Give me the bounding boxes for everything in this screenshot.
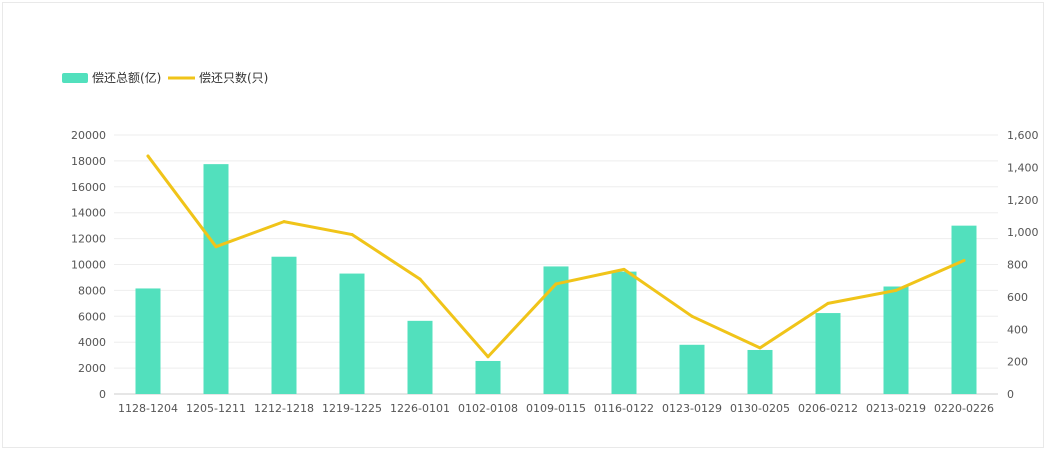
line-point[interactable] bbox=[214, 245, 218, 249]
x-tick-label: 0123-0129 bbox=[662, 402, 722, 415]
y-right-tick-label: 400 bbox=[1007, 323, 1028, 336]
x-tick-label: 0206-0212 bbox=[798, 402, 858, 415]
bar[interactable] bbox=[611, 271, 637, 394]
bar[interactable] bbox=[951, 225, 977, 394]
line-point[interactable] bbox=[962, 258, 966, 262]
y-right-tick-label: 600 bbox=[1007, 291, 1028, 304]
x-axis: 1128-1204 1205-1211 1212-1218 1219-1225 1226… bbox=[118, 402, 994, 415]
y-right-tick-label: 0 bbox=[1007, 388, 1014, 401]
y-right-tick-label: 1,000 bbox=[1007, 226, 1039, 239]
x-tick-label: 0116-0122 bbox=[594, 402, 654, 415]
line-point[interactable] bbox=[894, 288, 898, 292]
bar[interactable] bbox=[815, 313, 841, 394]
x-tick-label: 1205-1211 bbox=[186, 402, 246, 415]
x-tick-label: 0102-0108 bbox=[458, 402, 518, 415]
line-point[interactable] bbox=[622, 267, 626, 271]
y-left-tick-label: 6000 bbox=[78, 310, 106, 323]
legend-label-bar[interactable]: 偿还总额(亿) bbox=[92, 70, 161, 85]
x-tick-label: 1212-1218 bbox=[254, 402, 314, 415]
y-left-tick-label: 10000 bbox=[71, 259, 106, 272]
y-left-tick-label: 14000 bbox=[71, 207, 106, 220]
bar[interactable] bbox=[203, 164, 229, 394]
bar[interactable] bbox=[543, 266, 569, 394]
legend-swatch-bar[interactable] bbox=[62, 73, 88, 83]
bar[interactable] bbox=[135, 288, 161, 394]
x-tick-label: 0213-0219 bbox=[866, 402, 926, 415]
bar[interactable] bbox=[475, 360, 501, 394]
line-point[interactable] bbox=[826, 301, 830, 305]
y-right-tick-label: 1,400 bbox=[1007, 161, 1039, 174]
y-left-tick-label: 8000 bbox=[78, 284, 106, 297]
line-point[interactable] bbox=[554, 282, 558, 286]
y-right-axis: 0 200 400 600 800 1,000 1,200 1,400 1,600 bbox=[1007, 129, 1039, 401]
y-left-tick-label: 0 bbox=[99, 388, 106, 401]
bars bbox=[135, 164, 977, 394]
line-series bbox=[146, 154, 966, 359]
gridlines bbox=[114, 134, 998, 395]
x-tick-label: 1226-0101 bbox=[390, 402, 450, 415]
y-right-tick-label: 1,600 bbox=[1007, 129, 1039, 142]
line-point[interactable] bbox=[690, 314, 694, 318]
y-left-tick-label: 16000 bbox=[71, 181, 106, 194]
line-point[interactable] bbox=[146, 154, 150, 158]
x-tick-label: 0130-0205 bbox=[730, 402, 790, 415]
y-left-axis: 0 2000 4000 6000 8000 10000 12000 14000 16000 180… bbox=[71, 129, 106, 401]
line-point[interactable] bbox=[350, 233, 354, 237]
bar[interactable] bbox=[679, 344, 705, 394]
x-tick-label: 1128-1204 bbox=[118, 402, 178, 415]
x-tick-label: 1219-1225 bbox=[322, 402, 382, 415]
y-left-tick-label: 2000 bbox=[78, 362, 106, 375]
line-point[interactable] bbox=[282, 220, 286, 224]
x-tick-label: 0220-0226 bbox=[934, 402, 994, 415]
y-left-tick-label: 12000 bbox=[71, 233, 106, 246]
y-right-tick-label: 1,200 bbox=[1007, 194, 1039, 207]
legend: 偿还总额(亿) 偿还只数(只) bbox=[62, 70, 268, 85]
bar[interactable] bbox=[271, 256, 297, 394]
y-right-tick-label: 800 bbox=[1007, 259, 1028, 272]
bar[interactable] bbox=[339, 273, 365, 394]
bar[interactable] bbox=[407, 320, 433, 394]
line-point[interactable] bbox=[486, 355, 490, 359]
legend-label-line[interactable]: 偿还只数(只) bbox=[199, 70, 268, 85]
y-left-tick-label: 4000 bbox=[78, 336, 106, 349]
line-point[interactable] bbox=[418, 277, 422, 281]
bar[interactable] bbox=[883, 286, 909, 394]
bar[interactable] bbox=[747, 349, 773, 394]
y-left-tick-label: 18000 bbox=[71, 155, 106, 168]
y-left-tick-label: 20000 bbox=[71, 129, 106, 142]
line-point[interactable] bbox=[758, 346, 762, 350]
y-right-tick-label: 200 bbox=[1007, 356, 1028, 369]
x-tick-label: 0109-0115 bbox=[526, 402, 586, 415]
